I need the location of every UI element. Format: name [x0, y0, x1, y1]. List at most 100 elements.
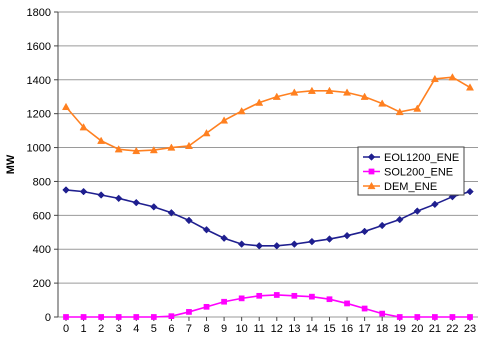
data-point — [237, 240, 246, 248]
data-point — [237, 107, 246, 115]
data-point — [115, 314, 122, 320]
legend: EOL1200_ENE SOL200_ENE DEM_ENE — [357, 146, 465, 196]
x-tick-label: 23 — [464, 323, 476, 335]
data-point — [432, 314, 438, 320]
x-tick-label: 4 — [133, 323, 139, 335]
y-tick-label: 1400 — [27, 75, 51, 87]
data-point — [114, 194, 123, 203]
data-point — [220, 116, 229, 124]
x-tick-label: 2 — [98, 323, 104, 335]
y-tick-label: 0 — [45, 312, 51, 324]
y-tick-label: 800 — [33, 176, 51, 188]
x-tick-label: 13 — [288, 323, 300, 335]
data-point — [80, 314, 87, 320]
data-point — [395, 107, 404, 116]
y-tick-label: 1800 — [27, 7, 51, 19]
data-point — [325, 235, 334, 243]
x-tick-label: 17 — [358, 323, 370, 335]
data-point — [150, 203, 158, 211]
data-point — [309, 293, 315, 300]
data-point — [307, 86, 316, 94]
x-tick-label: 0 — [63, 323, 69, 335]
x-tick-label: 12 — [271, 323, 283, 335]
data-point — [167, 209, 176, 217]
data-point — [255, 98, 264, 106]
grid-lines — [58, 11, 478, 318]
y-tick-label: 1200 — [27, 109, 51, 121]
legend-items: EOL1200_ENE SOL200_ENE DEM_ENE — [363, 152, 459, 193]
data-point — [326, 296, 333, 303]
data-point — [132, 198, 141, 207]
data-point — [395, 215, 404, 224]
data-point — [238, 295, 245, 302]
x-tick-label: 7 — [186, 323, 192, 335]
x-tick-label: 19 — [394, 323, 406, 335]
data-point — [202, 225, 211, 234]
data-point — [256, 292, 263, 299]
data-point — [396, 314, 403, 320]
x-tick-label: 1 — [81, 323, 87, 335]
x-tick-label: 15 — [323, 323, 335, 335]
data-point — [430, 74, 439, 83]
y-axis-title: MW — [5, 154, 17, 174]
x-tick-label: 10 — [236, 323, 248, 335]
data-point — [272, 92, 281, 100]
data-point — [202, 129, 211, 137]
x-tick-label: 6 — [168, 323, 174, 335]
series-line — [65, 189, 471, 247]
data-point — [448, 73, 457, 81]
data-point — [255, 242, 263, 250]
legend-item: EOL1200_ENE — [363, 152, 459, 164]
data-point — [63, 314, 69, 320]
data-point — [413, 207, 422, 215]
series-dem-ene — [61, 73, 475, 155]
data-point — [308, 237, 316, 246]
y-tick-label: 600 — [33, 210, 51, 222]
x-tick-label: 21 — [429, 323, 441, 335]
data-point — [290, 240, 299, 248]
data-point — [431, 200, 439, 209]
series-line — [65, 76, 471, 152]
y-tick-label: 400 — [33, 244, 51, 256]
x-tick-label: 3 — [116, 323, 122, 335]
x-tick-label: 9 — [221, 323, 227, 335]
data-point — [273, 242, 281, 250]
legend-label: EOL1200_ENE — [384, 152, 459, 164]
legend-swatch-marker — [367, 153, 376, 161]
series-eol1200-ene — [62, 186, 474, 250]
x-tick-labels: 0 1 2 3 4 5 6 7 8 9 10 11 12 13 14 15 16 17 18 19 20 21 22 23 — [63, 323, 476, 335]
data-point — [167, 143, 176, 151]
legend-swatch-marker — [367, 181, 376, 190]
data-point — [378, 99, 387, 107]
data-point — [79, 187, 88, 196]
data-point — [343, 231, 351, 240]
data-point — [361, 305, 368, 312]
x-tick-label: 18 — [376, 323, 388, 335]
x-tick-label: 11 — [254, 323, 265, 335]
x-tick-label: 8 — [203, 323, 209, 335]
x-tick-label: 5 — [151, 323, 157, 335]
data-point — [185, 216, 193, 225]
data-point — [325, 86, 334, 94]
data-point — [360, 92, 369, 100]
legend-swatch-marker — [368, 168, 375, 175]
y-tick-label: 1000 — [27, 143, 51, 155]
data-point — [150, 314, 157, 320]
data-point — [133, 314, 140, 320]
data-point — [184, 141, 193, 149]
y-tick-labels: 0 200 400 600 800 1000 1200 1400 1600 1800 — [27, 7, 51, 324]
data-point — [221, 298, 227, 305]
series-sol200-ene — [63, 292, 473, 320]
data-point — [273, 292, 280, 298]
data-point — [114, 145, 123, 153]
data-point — [62, 186, 70, 194]
data-point — [168, 313, 175, 320]
data-point — [220, 234, 228, 242]
series-group — [61, 73, 475, 320]
axes — [54, 11, 471, 321]
x-tick-label: 22 — [446, 323, 458, 335]
y-tick-label: 200 — [33, 278, 51, 290]
data-point — [343, 88, 352, 96]
data-point — [186, 309, 192, 315]
